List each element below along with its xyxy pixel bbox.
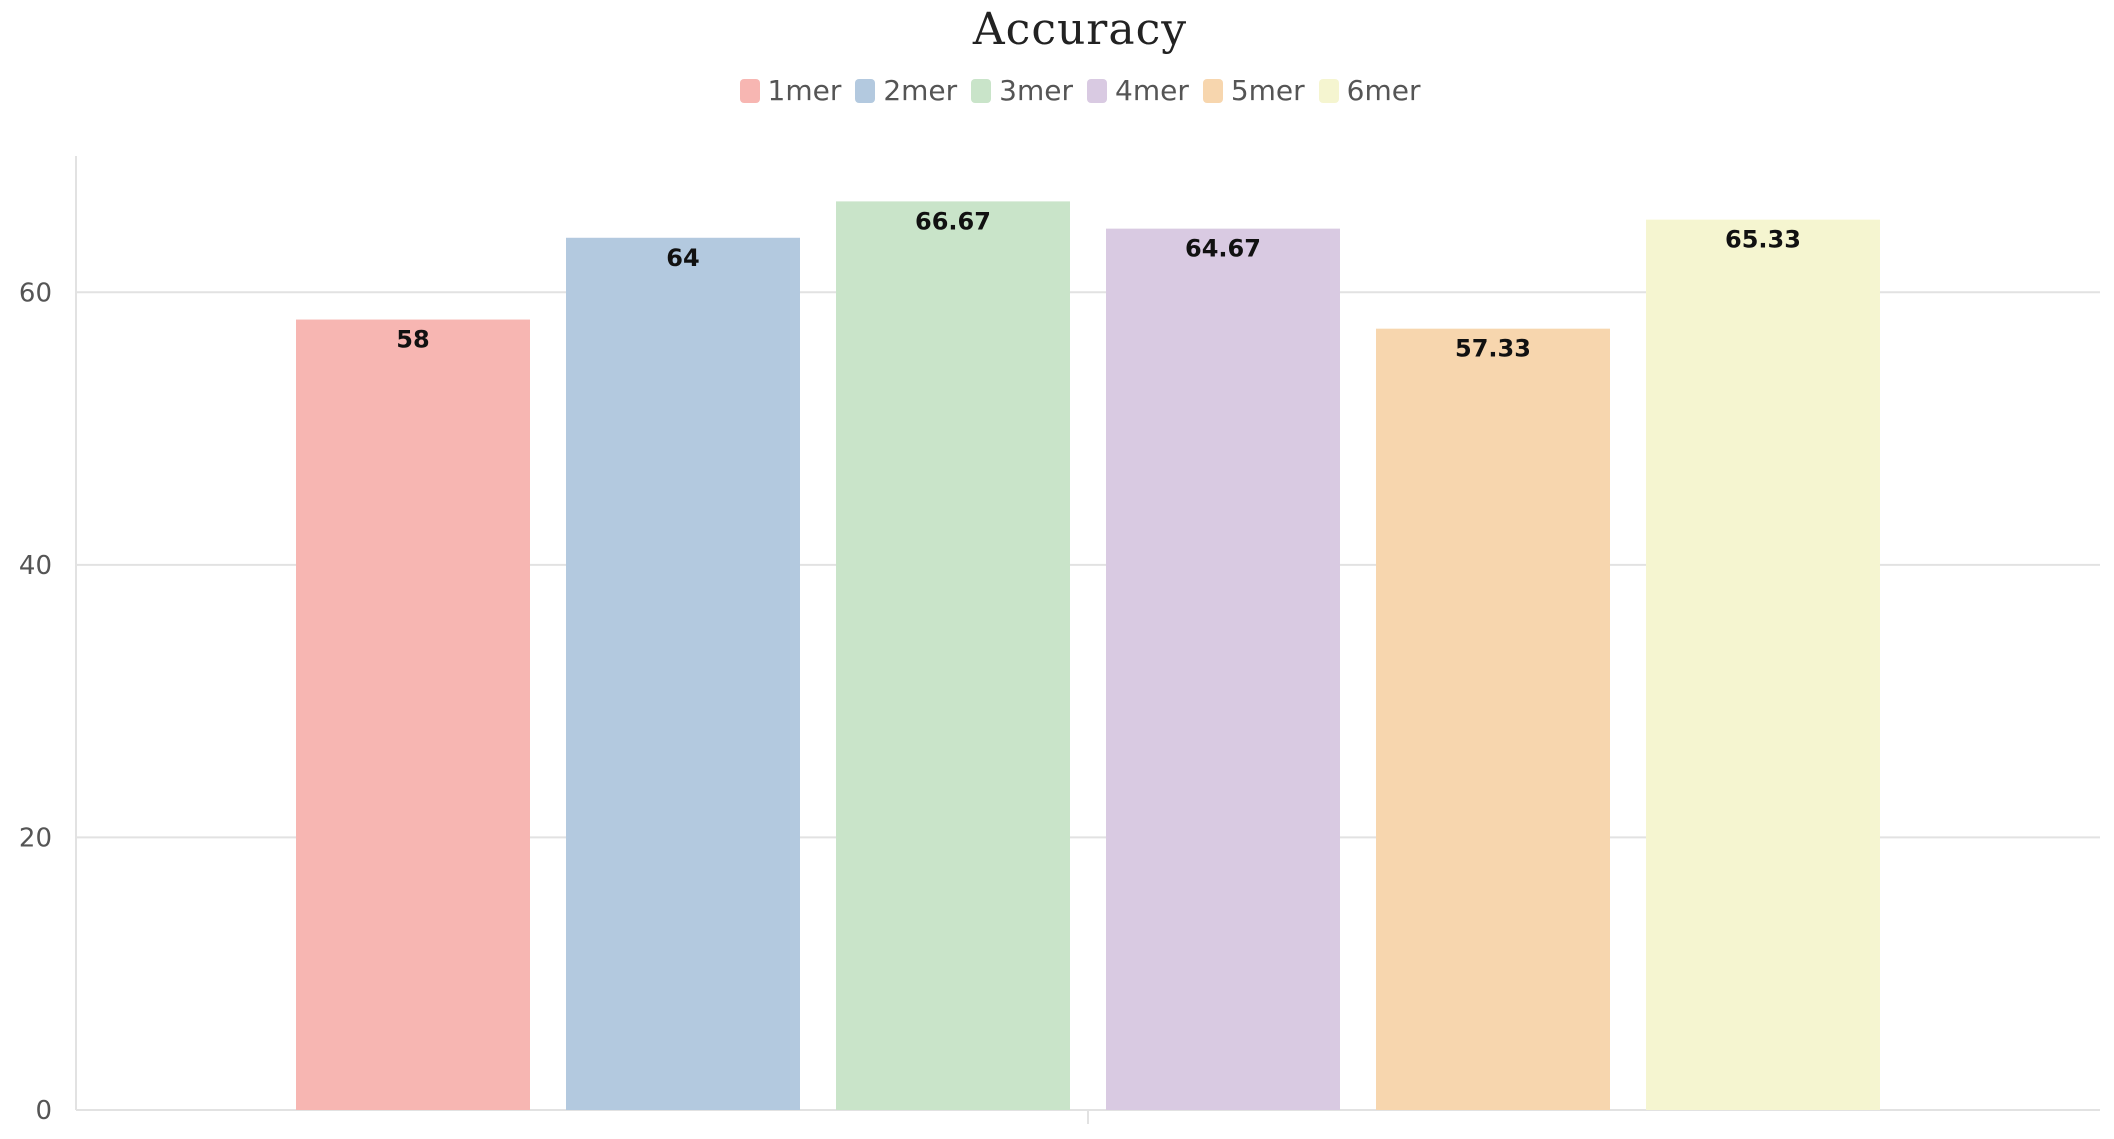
- data-label-1mer: 58: [396, 326, 429, 354]
- legend-item-5mer[interactable]: 5mer: [1202, 74, 1305, 107]
- data-label-2mer: 64: [666, 244, 699, 272]
- legend-swatch: [1087, 78, 1107, 103]
- bar-3mer[interactable]: [836, 201, 1070, 1110]
- legend: 1mer 2mer 3mer 4mer 5mer 6mer: [0, 74, 2114, 107]
- data-label-6mer: 65.33: [1725, 226, 1801, 254]
- legend-label: 3mer: [999, 74, 1073, 107]
- legend-item-1mer[interactable]: 1mer: [739, 74, 842, 107]
- legend-item-2mer[interactable]: 2mer: [855, 74, 957, 107]
- legend-swatch: [1202, 78, 1223, 103]
- data-label-5mer: 57.33: [1455, 335, 1531, 363]
- data-label-4mer: 64.67: [1185, 235, 1261, 263]
- bar-1mer[interactable]: [296, 319, 530, 1110]
- legend-swatch: [971, 78, 992, 103]
- bar-4mer[interactable]: [1106, 228, 1340, 1111]
- legend-label: 5mer: [1230, 74, 1305, 107]
- y-tick-label: 0: [35, 1096, 52, 1126]
- legend-label: 6mer: [1346, 74, 1421, 107]
- bar-5mer[interactable]: [1376, 328, 1610, 1110]
- data-labels: 58 64 66.67 64.67 57.33 65.33: [396, 207, 1801, 362]
- legend-item-3mer[interactable]: 3mer: [971, 74, 1073, 107]
- chart-title: Accuracy: [972, 4, 1188, 55]
- legend-swatch: [739, 78, 760, 103]
- y-tick-label: 60: [19, 278, 52, 308]
- bars: [296, 201, 1880, 1111]
- legend-item-6mer[interactable]: 6mer: [1318, 74, 1421, 107]
- legend-item-4mer[interactable]: 4mer: [1087, 74, 1189, 107]
- bar-2mer[interactable]: [566, 237, 800, 1110]
- y-tick-label: 20: [19, 823, 52, 853]
- data-label-3mer: 66.67: [915, 207, 991, 235]
- legend-swatch: [1318, 78, 1339, 103]
- legend-label: 1mer: [767, 74, 842, 107]
- legend-label: 4mer: [1115, 74, 1189, 107]
- legend-label: 2mer: [883, 74, 958, 107]
- bar-6mer[interactable]: [1646, 219, 1880, 1110]
- legend-swatch: [855, 78, 876, 103]
- y-tick-label: 40: [19, 551, 52, 581]
